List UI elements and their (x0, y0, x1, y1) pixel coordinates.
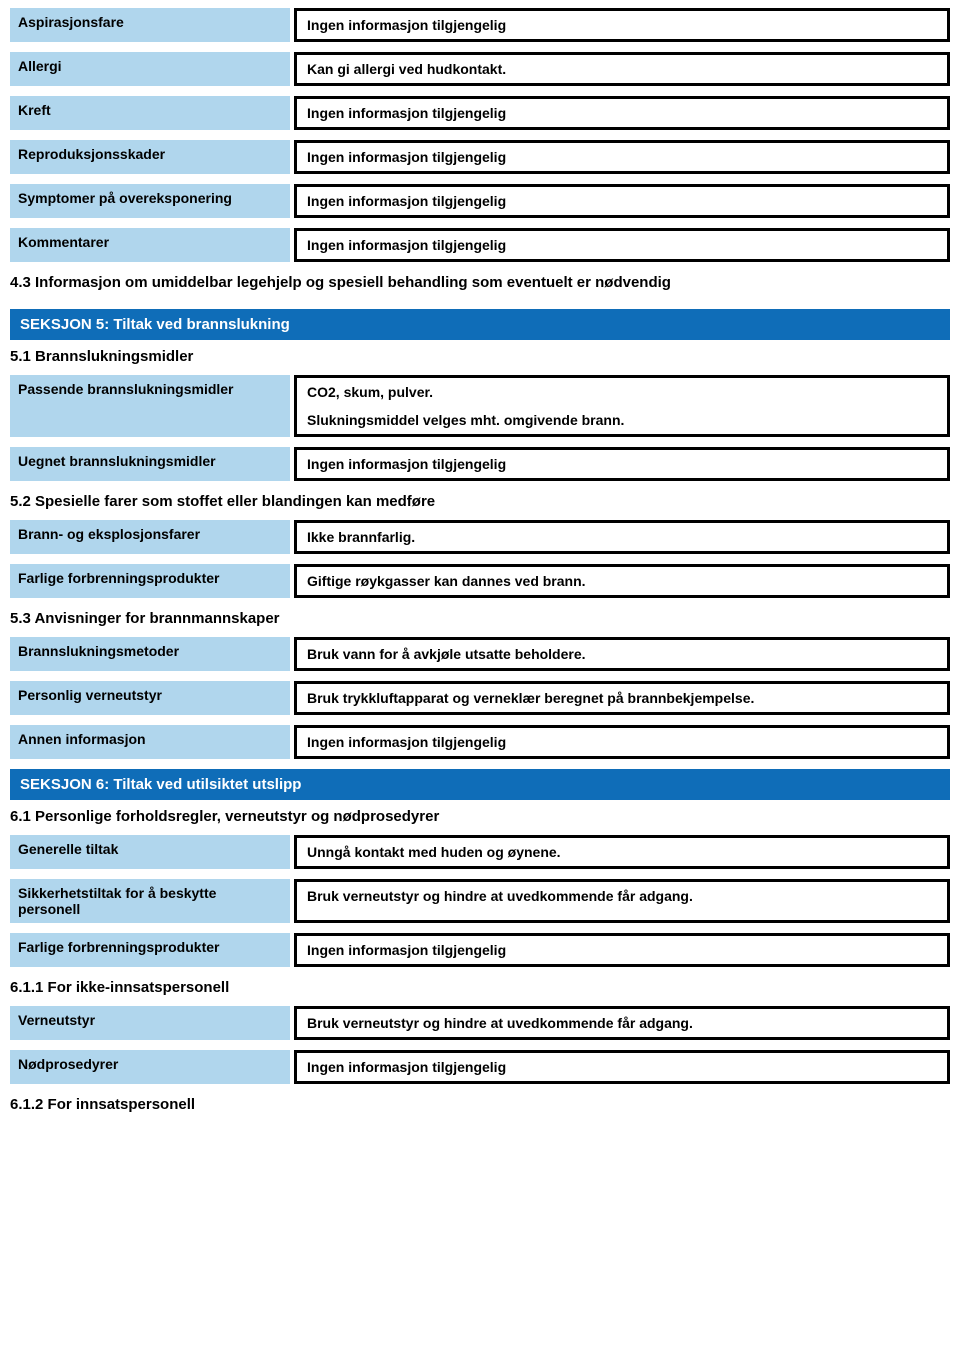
label: Annen informasjon (10, 725, 290, 759)
row-aspirasjonsfare: Aspirasjonsfare Ingen informasjon tilgje… (10, 8, 950, 42)
value: Bruk verneutstyr og hindre at uvedkommen… (294, 1006, 950, 1040)
label: Uegnet brannslukningsmidler (10, 447, 290, 481)
row-brannslukningsmetoder: Brannslukningsmetoder Bruk vann for å av… (10, 637, 950, 671)
label: Kreft (10, 96, 290, 130)
label: Verneutstyr (10, 1006, 290, 1040)
heading-4-3: 4.3 Informasjon om umiddelbar legehjelp … (10, 274, 950, 291)
value: Ingen informasjon tilgjengelig (294, 8, 950, 42)
value: Ingen informasjon tilgjengelig (294, 933, 950, 967)
value: Ingen informasjon tilgjengelig (294, 228, 950, 262)
heading-5-1: 5.1 Brannslukningsmidler (10, 348, 950, 365)
label: Aspirasjonsfare (10, 8, 290, 42)
heading-6-1-1: 6.1.1 For ikke-innsatspersonell (10, 979, 950, 996)
row-nodprosedyrer: Nødprosedyrer Ingen informasjon tilgjeng… (10, 1050, 950, 1084)
heading-6-1: 6.1 Personlige forholdsregler, verneutst… (10, 808, 950, 825)
label: Sikkerhetstiltak for å beskytte personel… (10, 879, 290, 923)
row-sikkerhetstiltak-personell: Sikkerhetstiltak for å beskytte personel… (10, 879, 950, 923)
section-6-header: SEKSJON 6: Tiltak ved utilsiktet utslipp (10, 769, 950, 800)
label: Brannslukningsmetoder (10, 637, 290, 671)
label: Nødprosedyrer (10, 1050, 290, 1084)
value: Unngå kontakt med huden og øynene. (294, 835, 950, 869)
heading-5-2: 5.2 Spesielle farer som stoffet eller bl… (10, 493, 950, 510)
value: Ingen informasjon tilgjengelig (294, 184, 950, 218)
label: Allergi (10, 52, 290, 86)
row-kommentarer: Kommentarer Ingen informasjon tilgjengel… (10, 228, 950, 262)
value: Ikke brannfarlig. (294, 520, 950, 554)
row-kreft: Kreft Ingen informasjon tilgjengelig (10, 96, 950, 130)
row-passende-brannslukningsmidler: Passende brannslukningsmidler CO2, skum,… (10, 375, 950, 437)
value: Ingen informasjon tilgjengelig (294, 96, 950, 130)
row-brann-eksplosjonsfarer: Brann- og eksplosjonsfarer Ikke brannfar… (10, 520, 950, 554)
value: Ingen informasjon tilgjengelig (294, 1050, 950, 1084)
heading-5-3: 5.3 Anvisninger for brannmannskaper (10, 610, 950, 627)
section-5-header: SEKSJON 5: Tiltak ved brannslukning (10, 309, 950, 340)
row-reproduksjonsskader: Reproduksjonsskader Ingen informasjon ti… (10, 140, 950, 174)
label: Farlige forbrenningsprodukter (10, 933, 290, 967)
value: Kan gi allergi ved hudkontakt. (294, 52, 950, 86)
value-line: Slukningsmiddel velges mht. omgivende br… (307, 412, 937, 428)
row-generelle-tiltak: Generelle tiltak Unngå kontakt med huden… (10, 835, 950, 869)
value: Ingen informasjon tilgjengelig (294, 447, 950, 481)
row-personlig-verneutstyr: Personlig verneutstyr Bruk trykkluftappa… (10, 681, 950, 715)
label: Symptomer på overeksponering (10, 184, 290, 218)
label: Passende brannslukningsmidler (10, 375, 290, 437)
value: Bruk trykkluftapparat og verneklær bereg… (294, 681, 950, 715)
label: Personlig verneutstyr (10, 681, 290, 715)
label: Brann- og eksplosjonsfarer (10, 520, 290, 554)
label: Generelle tiltak (10, 835, 290, 869)
value: CO2, skum, pulver. Slukningsmiddel velge… (294, 375, 950, 437)
value: Bruk vann for å avkjøle utsatte beholder… (294, 637, 950, 671)
value: Bruk verneutstyr og hindre at uvedkommen… (294, 879, 950, 923)
label: Farlige forbrenningsprodukter (10, 564, 290, 598)
value: Ingen informasjon tilgjengelig (294, 140, 950, 174)
label: Reproduksjonsskader (10, 140, 290, 174)
value: Ingen informasjon tilgjengelig (294, 725, 950, 759)
row-uegnet-brannslukningsmidler: Uegnet brannslukningsmidler Ingen inform… (10, 447, 950, 481)
row-symptomer: Symptomer på overeksponering Ingen infor… (10, 184, 950, 218)
row-verneutstyr: Verneutstyr Bruk verneutstyr og hindre a… (10, 1006, 950, 1040)
value: Giftige røykgasser kan dannes ved brann. (294, 564, 950, 598)
row-farlige-forbrenningsprodukter-2: Farlige forbrenningsprodukter Ingen info… (10, 933, 950, 967)
label: Kommentarer (10, 228, 290, 262)
value-line: CO2, skum, pulver. (307, 384, 937, 400)
row-farlige-forbrenningsprodukter: Farlige forbrenningsprodukter Giftige rø… (10, 564, 950, 598)
row-allergi: Allergi Kan gi allergi ved hudkontakt. (10, 52, 950, 86)
heading-6-1-2: 6.1.2 For innsatspersonell (10, 1096, 950, 1113)
row-annen-informasjon: Annen informasjon Ingen informasjon tilg… (10, 725, 950, 759)
